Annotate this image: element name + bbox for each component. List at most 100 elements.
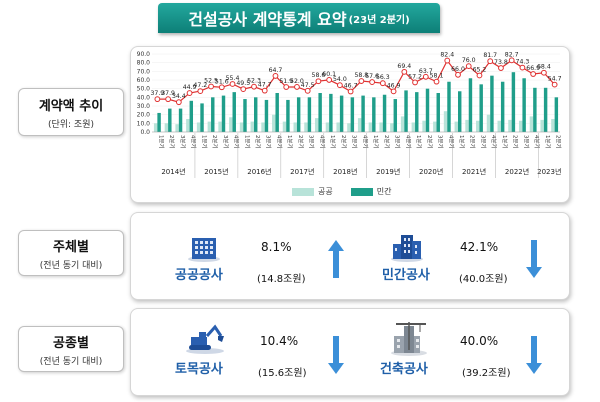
- total-data-label: 73.8: [494, 59, 508, 66]
- private-works-name: 민간공사: [382, 268, 430, 283]
- total-point: [358, 78, 365, 84]
- total-data-label: 56.3: [376, 74, 390, 81]
- bar-private: [447, 81, 451, 132]
- y-tick-label: 10.0: [137, 120, 151, 127]
- year-label: 2015년: [204, 167, 228, 176]
- total-point: [540, 69, 547, 76]
- building-construction-icon: [391, 322, 427, 356]
- legend-public: 공공: [318, 187, 333, 196]
- total-data-label: 57.6: [365, 73, 379, 80]
- bar-private: [533, 87, 537, 132]
- total-point: [401, 68, 408, 75]
- x-tick-label: 1분기: [200, 135, 208, 149]
- arrow-down-icon: [526, 336, 542, 374]
- bar-public: [508, 119, 512, 132]
- chart-legend: 공공 민간: [292, 186, 391, 197]
- y-tick-label: 30.0: [137, 103, 151, 110]
- total-point: [508, 57, 515, 64]
- bar-public: [443, 111, 448, 132]
- total-point: [326, 77, 333, 83]
- arrow-down-icon: [328, 336, 344, 374]
- total-point: [294, 84, 300, 90]
- bar-private: [296, 97, 301, 132]
- bar-public: [229, 117, 233, 132]
- bar-private: [264, 99, 269, 132]
- bar-private: [468, 78, 473, 132]
- x-tick-label: 1분기: [501, 135, 509, 149]
- bar-private: [221, 95, 226, 132]
- bar-public: [218, 121, 222, 132]
- total-data-label: 52.5: [204, 78, 218, 85]
- total-data-label: 66.0: [451, 66, 465, 73]
- total-point: [390, 88, 397, 95]
- total-data-label: 47.5: [301, 82, 315, 89]
- type-label-box: 공종별 (전년 동기 대비): [18, 326, 124, 372]
- y-tick-label: 70.0: [137, 68, 151, 75]
- total-data-label: 34.4: [172, 93, 186, 100]
- trend-label: 계약액 추이: [38, 98, 104, 114]
- total-point: [369, 79, 376, 85]
- total-data-label: 68.4: [537, 64, 551, 71]
- total-point: [551, 81, 558, 88]
- total-data-label: 54.7: [548, 76, 562, 83]
- x-tick-label: 4분기: [275, 135, 283, 149]
- total-data-label: 82.4: [440, 52, 454, 59]
- civil-works-name: 토목공사: [175, 362, 223, 377]
- building-works-amount: (39.2조원): [462, 368, 511, 379]
- year-label: 2019년: [376, 167, 400, 176]
- x-tick-label: 2분기: [254, 135, 262, 149]
- x-tick-label: 1분기: [329, 135, 337, 149]
- bar-public: [325, 122, 330, 132]
- bar-private: [404, 90, 408, 132]
- total-data-label: 58.1: [430, 73, 444, 80]
- y-tick-label: 80.0: [137, 60, 151, 67]
- year-label: 2023년: [537, 167, 561, 176]
- x-tick-label: 1분기: [372, 135, 380, 149]
- total-point: [154, 96, 161, 103]
- bar-public: [518, 120, 523, 132]
- total-point: [218, 84, 225, 91]
- total-point: [455, 71, 461, 78]
- bar-private: [382, 94, 387, 132]
- total-point: [240, 86, 247, 92]
- year-label: 2018년: [333, 167, 357, 176]
- total-data-label: 82.7: [505, 51, 519, 58]
- x-tick-label: 3분기: [522, 135, 530, 149]
- bar-private: [318, 93, 322, 132]
- private-building-icon: [391, 235, 423, 262]
- trend-unit: (단위: 조원): [47, 119, 95, 130]
- total-data-label: 37.9: [150, 90, 164, 97]
- bar-private: [543, 87, 548, 132]
- total-point: [530, 71, 537, 77]
- total-data-label: 47.2: [193, 82, 207, 89]
- arrow-up-icon: [328, 240, 344, 278]
- bar-private: [511, 72, 516, 132]
- x-tick-label: 2분기: [297, 135, 305, 149]
- public-works-pct: 8.1%: [261, 240, 292, 254]
- bar-public: [272, 114, 276, 132]
- total-point: [444, 57, 451, 64]
- bar-public: [411, 122, 416, 132]
- bar-private: [479, 84, 483, 132]
- total-data-label: 37.9: [161, 90, 175, 97]
- total-point: [519, 64, 526, 71]
- y-tick-label: 50.0: [137, 86, 151, 93]
- bar-private: [490, 75, 494, 132]
- total-data-label: 51.6: [215, 78, 229, 85]
- public-building-icon: [188, 238, 220, 262]
- bar-public: [250, 121, 254, 132]
- y-tick-label: 0.0: [140, 129, 150, 136]
- contract-trend-chart: 0.0 10.020.0 30.0 40.050.0 60.0 70.080.0 90.0 3…: [137, 51, 563, 178]
- x-tick-label: 2분기: [426, 135, 434, 149]
- arrow-down-icon: [526, 240, 542, 278]
- trend-label-box: 계약액 추이 (단위: 조원): [18, 88, 124, 136]
- x-tick-label: 2분기: [340, 135, 348, 149]
- type-label: 공종별: [53, 335, 89, 351]
- x-tick-label: 4분기: [447, 135, 455, 149]
- total-data-label: 52.3: [247, 78, 261, 85]
- x-tick-label: 2분기: [168, 135, 176, 149]
- x-tick-label: 1분기: [157, 135, 165, 149]
- total-point: [251, 83, 257, 90]
- x-tick-label: 3분기: [179, 135, 187, 149]
- x-tick-label: 3분기: [265, 135, 273, 149]
